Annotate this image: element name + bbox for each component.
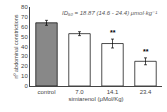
- svg-text:80: 80: [21, 4, 28, 10]
- svg-text:nº abdominal constrictions: nº abdominal constrictions: [13, 14, 19, 78]
- svg-text:60: 60: [21, 24, 28, 30]
- svg-text:**: **: [143, 48, 149, 55]
- svg-text:30: 30: [21, 53, 28, 59]
- svg-text:ID₅₀ = 18.87 (14.6 - 24.4) μmo: ID₅₀ = 18.87 (14.6 - 24.4) μmol·kg⁻¹: [62, 10, 157, 16]
- svg-text:20: 20: [21, 63, 28, 69]
- svg-text:10: 10: [21, 73, 28, 79]
- svg-text:7.0: 7.0: [75, 89, 84, 95]
- svg-text:40: 40: [21, 44, 28, 50]
- svg-text:control: control: [37, 89, 55, 95]
- svg-text:70: 70: [21, 14, 28, 20]
- svg-text:0: 0: [24, 83, 28, 89]
- svg-text:23.4: 23.4: [140, 89, 152, 95]
- svg-text:simiarenol (μMol/Kg): simiarenol (μMol/Kg): [68, 96, 123, 102]
- svg-text:14.1: 14.1: [107, 89, 119, 95]
- svg-text:50: 50: [21, 34, 28, 40]
- svg-text:**: **: [110, 29, 116, 36]
